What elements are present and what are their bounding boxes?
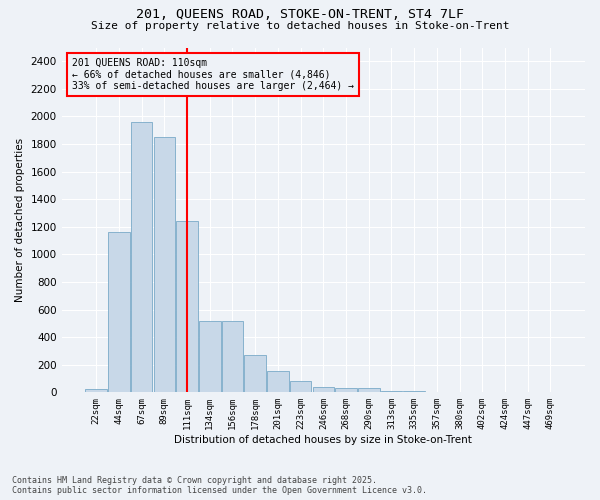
X-axis label: Distribution of detached houses by size in Stoke-on-Trent: Distribution of detached houses by size … [175, 435, 472, 445]
Y-axis label: Number of detached properties: Number of detached properties [15, 138, 25, 302]
Bar [108, 232, 130, 392]
Bar [131, 122, 152, 392]
Bar [380, 391, 402, 392]
Text: 201, QUEENS ROAD, STOKE-ON-TRENT, ST4 7LF: 201, QUEENS ROAD, STOKE-ON-TRENT, ST4 7L… [136, 8, 464, 20]
Bar [290, 380, 311, 392]
Bar [85, 390, 107, 392]
Text: 201 QUEENS ROAD: 110sqm
← 66% of detached houses are smaller (4,846)
33% of semi: 201 QUEENS ROAD: 110sqm ← 66% of detache… [72, 58, 354, 91]
Bar [199, 322, 221, 392]
Bar [267, 371, 289, 392]
Text: Size of property relative to detached houses in Stoke-on-Trent: Size of property relative to detached ho… [91, 21, 509, 31]
Bar [403, 391, 425, 392]
Bar [313, 387, 334, 392]
Bar [154, 137, 175, 392]
Bar [222, 322, 243, 392]
Text: Contains HM Land Registry data © Crown copyright and database right 2025.
Contai: Contains HM Land Registry data © Crown c… [12, 476, 427, 495]
Bar [335, 388, 357, 392]
Bar [244, 355, 266, 393]
Bar [176, 222, 198, 392]
Bar [358, 388, 380, 392]
